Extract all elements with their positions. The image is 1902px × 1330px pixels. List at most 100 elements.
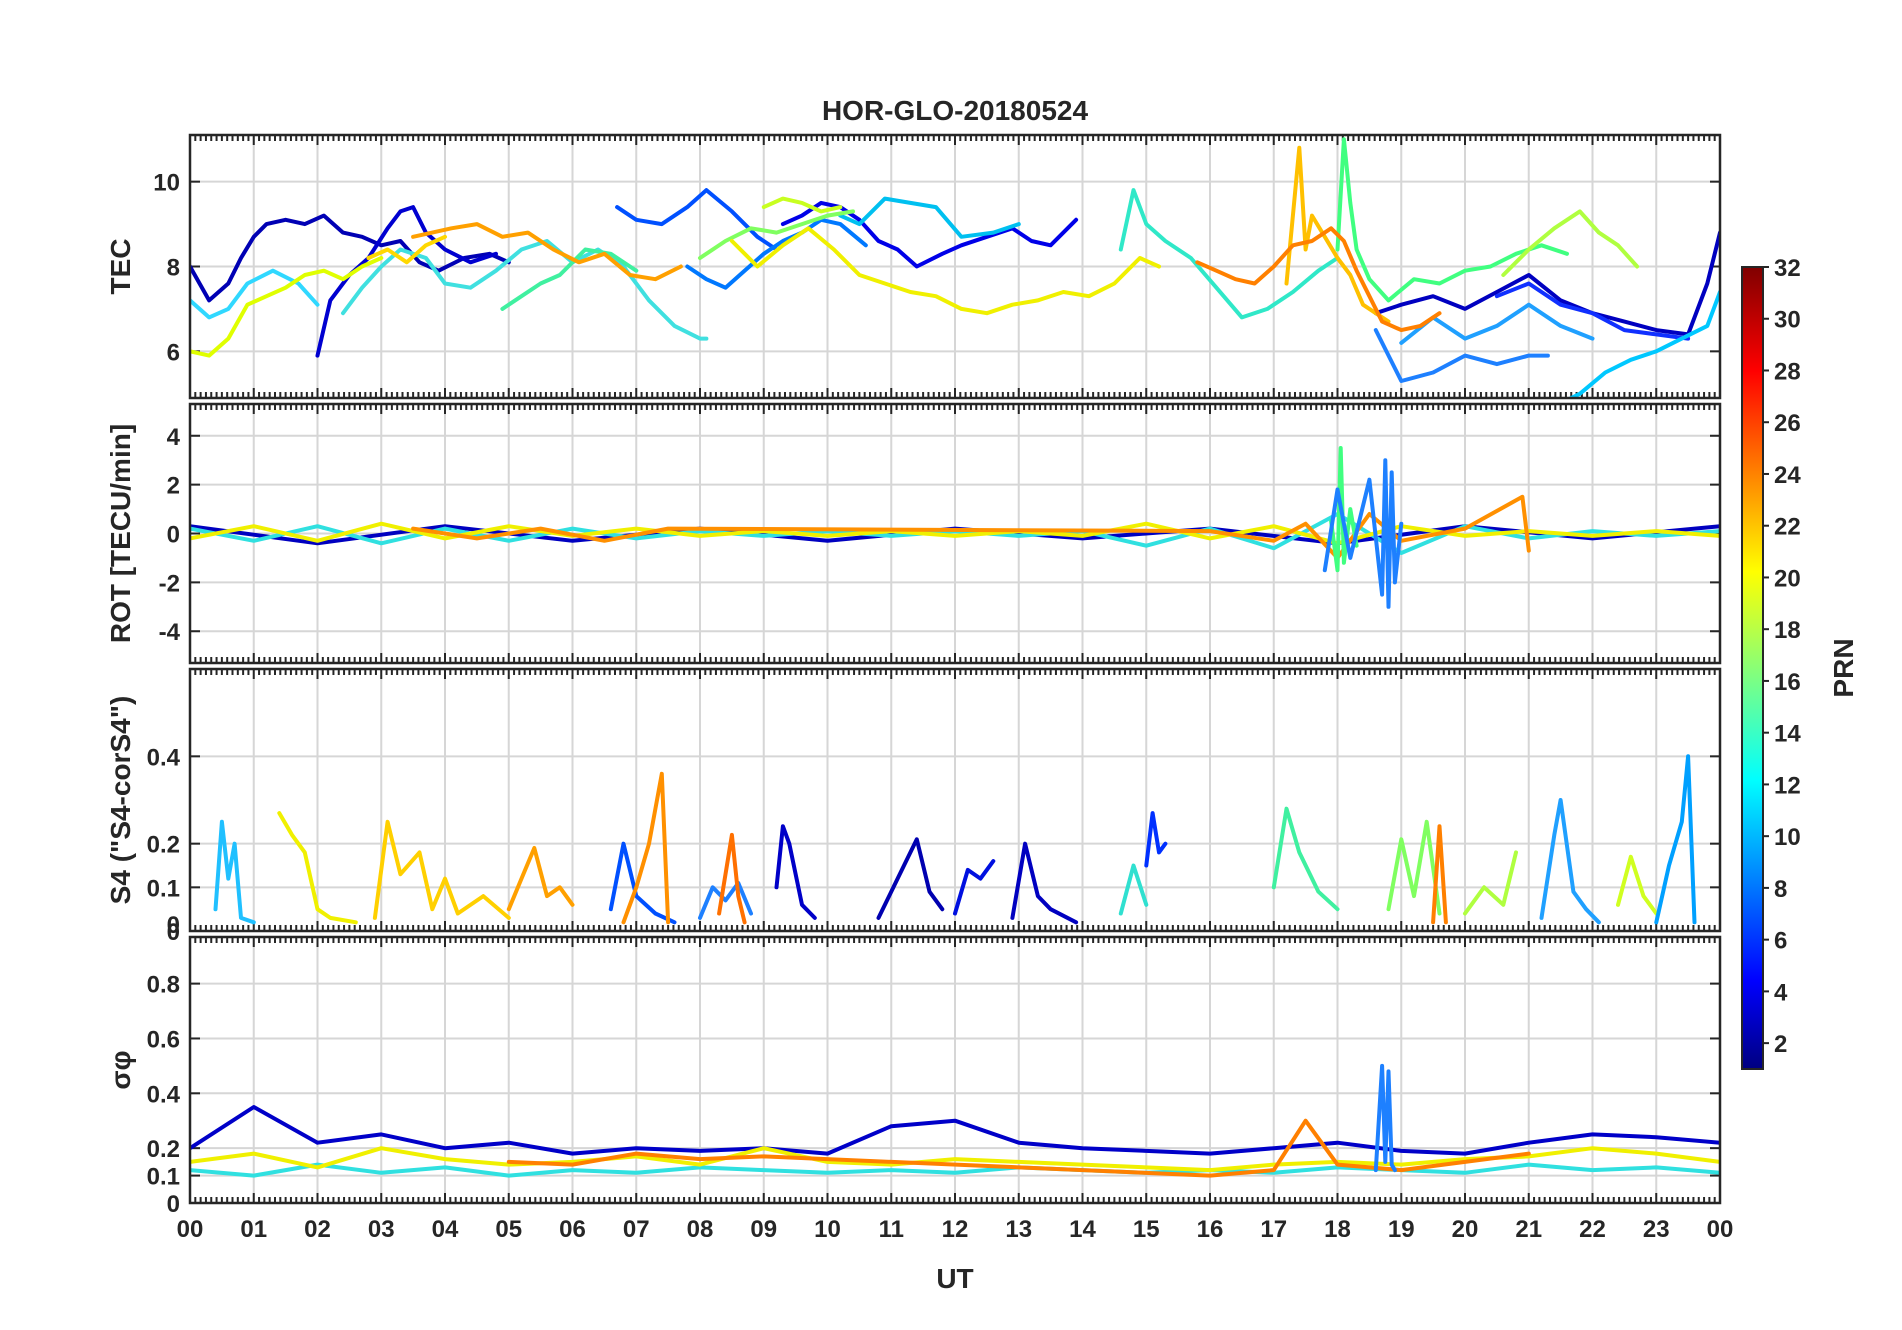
data-point [316,1141,319,1145]
data-point [1336,568,1339,572]
data-point [940,907,944,911]
colorbar-tick-label: 14 [1774,721,1801,748]
data-point [1132,188,1135,192]
data-point [507,539,511,543]
data-point [1387,298,1390,302]
series-group [190,1063,1720,1178]
colorbar-tick-label: 12 [1774,772,1801,799]
data-point [475,536,479,540]
y-tick-label: 0 [167,912,180,939]
data-point [1425,820,1429,824]
data-point [1144,522,1148,526]
data-point [762,205,766,209]
data-point [1144,222,1148,226]
data-point [1527,549,1531,553]
data-point [341,231,345,235]
x-tick-label: 03 [368,1216,395,1243]
data-point [1348,507,1352,511]
panel-tec: 6 8 10 TEC [105,133,1722,400]
data-point [379,1146,383,1150]
y-tick-label: 0.1 [147,875,180,902]
data-point [1049,907,1053,911]
data-point [296,282,300,285]
data-point [1316,269,1320,273]
data-point [826,539,829,543]
data-point [386,226,390,230]
data-point [411,527,415,531]
data-point [1693,920,1696,924]
panel-rot: -4 -2 0 2 4 ROT [TECU/min] [105,402,1722,665]
data-point [507,1141,511,1145]
series-line-prn-3 [876,837,945,920]
data-point [1017,222,1021,226]
y-tick-label: 0.1 [147,1164,180,1191]
data-point [864,243,868,247]
data-point [1603,371,1607,374]
data-point [500,307,504,311]
data-point [1571,890,1575,894]
data-point [1431,294,1435,298]
series-line-prn-6 [615,188,779,252]
data-point [673,920,676,924]
data-point [634,1146,638,1150]
data-point [602,252,606,256]
colorbar-tick-label: 20 [1774,565,1801,592]
data-point [1597,231,1601,235]
data-point [1629,358,1633,362]
data-point [1412,277,1416,281]
data-point [1036,894,1040,898]
data-point [1272,1146,1276,1150]
data-point [634,218,638,222]
data-point [1591,1146,1594,1150]
data-point [673,324,676,328]
data-point [1680,820,1684,824]
data-point [908,201,912,205]
data-point [698,337,702,341]
data-point [1272,265,1276,268]
data-point [1501,903,1505,907]
colorbar-tick-label: 10 [1774,824,1801,851]
data-point [469,260,472,264]
data-point [571,1152,574,1156]
data-point [507,1174,511,1178]
x-tick-label: 07 [623,1216,650,1243]
data-point [1463,912,1467,915]
data-point [819,201,823,205]
series-line-prn-23 [506,1118,1531,1178]
colorbar-tick-label: 22 [1774,514,1801,541]
data-point [1272,524,1276,528]
data-point [443,527,447,531]
chart-title: HOR-GLO-20180524 [822,95,1089,126]
data-point [819,209,823,213]
data-point [1336,248,1339,251]
data-point [1495,324,1499,328]
data-point [1348,556,1352,560]
data-point [1112,282,1116,285]
data-point [379,541,383,545]
data-point [915,837,919,841]
data-point [857,222,861,226]
data-point [1367,512,1371,516]
data-point [1208,1152,1212,1156]
data-point [1144,1149,1148,1153]
data-point [749,912,753,915]
data-point [398,239,402,243]
data-point [1540,916,1543,920]
data-point [800,201,804,205]
data-point [679,265,683,268]
data-point [379,1132,383,1136]
y-tick-label: 10 [153,170,180,197]
data-point [545,894,549,898]
data-point [316,524,319,528]
series-line-prn-11 [213,819,256,925]
series-line-prn-11 [1566,290,1720,398]
data-point [877,916,880,920]
data-point [991,231,995,235]
data-point [571,1168,574,1172]
data-point [1144,864,1148,867]
data-point [1654,529,1658,533]
data-point [1304,522,1308,526]
data-point [1635,265,1639,268]
data-point [1527,303,1531,307]
data-point [1559,298,1563,302]
